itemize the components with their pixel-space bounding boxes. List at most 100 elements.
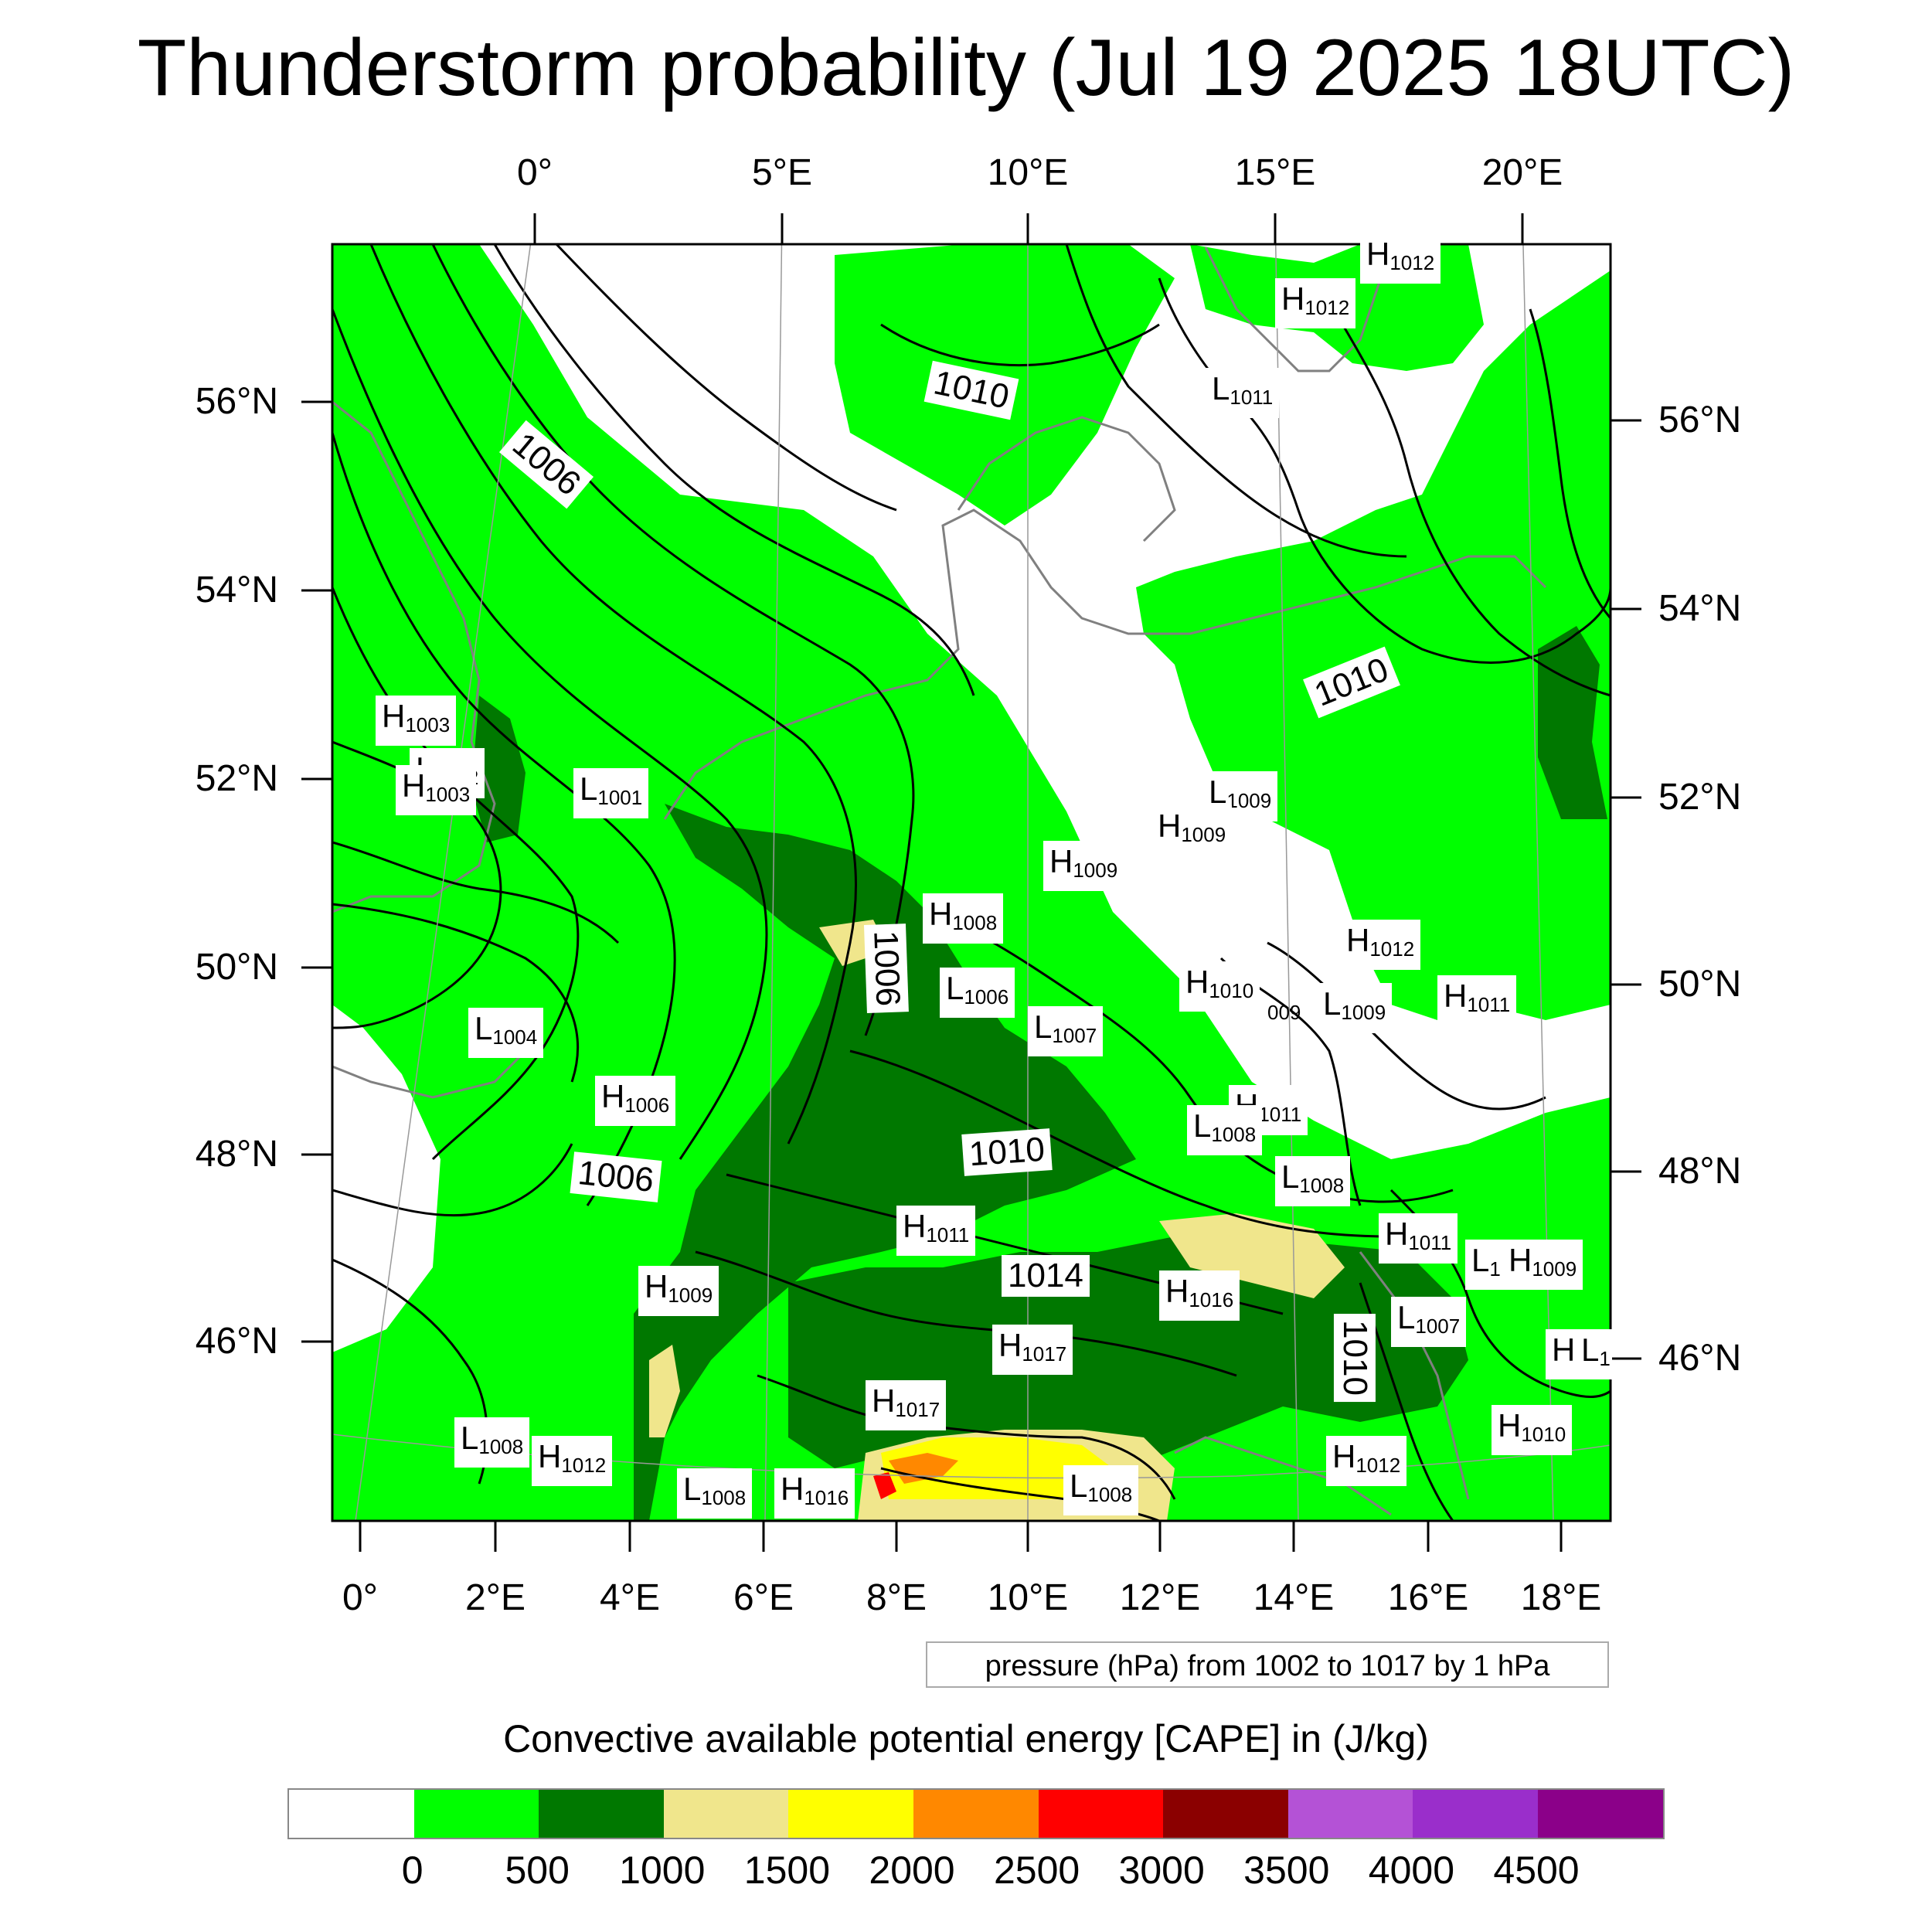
colorbar-tick-label: 2500 <box>993 1849 1080 1892</box>
pressure-center-label: L1011 <box>1206 368 1280 418</box>
pressure-center-label: L1009 <box>1202 771 1278 821</box>
pressure-center-label: H1009 <box>1151 805 1233 855</box>
pressure-center-label: H1017 <box>992 1325 1073 1375</box>
top-lon-label: 5°E <box>752 152 812 193</box>
bottom-lon-label: 18°E <box>1520 1577 1602 1618</box>
cape-khaki-area-alps-east <box>1159 1213 1345 1298</box>
pressure-center-label: H1016 <box>1159 1270 1240 1321</box>
pressure-center-label: L1008 <box>1275 1156 1351 1206</box>
right-lat-label: 46°N <box>1658 1338 1742 1379</box>
cape-green-area-northwest <box>332 244 564 572</box>
pressure-center-label: 009 <box>1267 1001 1301 1024</box>
left-lat-label: 52°N <box>195 758 278 799</box>
right-lat-label: 48°N <box>1658 1151 1742 1192</box>
left-lat-label: 48°N <box>195 1134 278 1175</box>
top-lon-label: 20°E <box>1481 152 1563 193</box>
left-ticks <box>301 400 332 1343</box>
isobar-label: 1006 <box>863 923 909 1013</box>
pressure-center-label: H1008 <box>923 893 1004 944</box>
pressure-center-label: L1 <box>1575 1329 1612 1379</box>
cape-dark-green-area-france-south <box>634 1252 726 1521</box>
colorbar-segment <box>1413 1790 1538 1838</box>
bottom-lon-label: 2°E <box>465 1577 526 1618</box>
cape-dark-green-area-poland <box>1538 626 1607 819</box>
pressure-center-label: L1008 <box>1187 1105 1263 1155</box>
colorbar-tick-label: 4000 <box>1368 1849 1455 1892</box>
bottom-lon-label: 12°E <box>1119 1577 1201 1618</box>
isobar-label: 1010 <box>1333 1314 1376 1402</box>
colorbar-segment <box>289 1790 414 1838</box>
pressure-center-label: H1012 <box>532 1436 613 1486</box>
colorbar-tick-label: 500 <box>505 1849 570 1892</box>
pressure-center-label: L1008 <box>454 1417 530 1468</box>
pressure-center-label: L1004 <box>468 1008 544 1058</box>
colorbar-tick-label: 3500 <box>1243 1849 1330 1892</box>
colorbar-segment <box>1287 1790 1413 1838</box>
bottom-ticks <box>359 1521 1563 1552</box>
pressure-center-label: H1009 <box>1043 841 1124 891</box>
cape-yellow-area <box>881 1437 1113 1499</box>
left-lat-label: 54°N <box>195 570 278 611</box>
top-ticks <box>533 213 1524 244</box>
colorbar-segment <box>663 1790 789 1838</box>
colorbar-tick-label: 1000 <box>619 1849 706 1892</box>
left-lat-label: 56°N <box>195 381 278 422</box>
pressure-center-label: L1001 <box>573 768 649 818</box>
colorbar-segment <box>788 1790 913 1838</box>
pressure-center-label: L1 <box>1465 1240 1507 1290</box>
pressure-center-label: H1003 <box>376 696 457 746</box>
pressure-center-label: H1006 <box>595 1076 676 1126</box>
right-lat-label: 54°N <box>1658 588 1742 629</box>
pressure-center-label: H1009 <box>1502 1240 1583 1290</box>
pressure-center-label: H1011 <box>1379 1213 1458 1264</box>
right-lat-label: 50°N <box>1658 964 1742 1005</box>
bottom-lon-label: 0° <box>342 1577 378 1618</box>
left-lat-label: 46°N <box>195 1321 278 1362</box>
pressure-center-label: L1007 <box>1028 1006 1104 1056</box>
right-lat-label: 52°N <box>1658 777 1742 818</box>
pressure-center-label: L1009 <box>1317 983 1393 1033</box>
pressure-center-label: H1016 <box>774 1468 855 1519</box>
colorbar <box>287 1788 1665 1839</box>
colorbar-segment <box>539 1790 664 1838</box>
bottom-lon-label: 10°E <box>987 1577 1069 1618</box>
isobar-label: 1014 <box>1002 1255 1090 1297</box>
pressure-center-label: H1012 <box>1275 278 1356 328</box>
pressure-info-box: pressure (hPa) from 1002 to 1017 by 1 hP… <box>926 1641 1609 1688</box>
top-lon-label: 10°E <box>987 152 1069 193</box>
pressure-center-label: L1006 <box>940 968 1015 1018</box>
bottom-lon-label: 4°E <box>600 1577 660 1618</box>
cape-khaki-area-west <box>649 1345 680 1437</box>
cape-red-area <box>873 1472 896 1499</box>
colorbar-tick-label: 4500 <box>1493 1849 1580 1892</box>
pressure-center-label: H1011 <box>896 1206 976 1256</box>
colorbar-tick-label: 3000 <box>1118 1849 1205 1892</box>
right-lat-label: 56°N <box>1658 400 1742 440</box>
pressure-center-label: H1010 <box>1179 961 1260 1012</box>
bottom-lon-label: 14°E <box>1253 1577 1335 1618</box>
map-border <box>331 243 1612 1522</box>
pressure-center-label: H1011 <box>1437 975 1517 1026</box>
top-lon-label: 0° <box>517 152 553 193</box>
pressure-center-label: H1012 <box>1340 920 1421 970</box>
bottom-lon-label: 16°E <box>1387 1577 1469 1618</box>
colorbar-segment <box>913 1790 1039 1838</box>
pressure-center-label: H1010 <box>1492 1405 1573 1455</box>
left-lat-label: 50°N <box>195 947 278 988</box>
top-lon-label: 15°E <box>1234 152 1316 193</box>
bottom-lon-label: 6°E <box>733 1577 794 1618</box>
pressure-center-label: H1017 <box>866 1380 947 1430</box>
colorbar-segment <box>1163 1790 1288 1838</box>
pressure-center-label: L1008 <box>677 1468 753 1519</box>
right-ticks <box>1611 419 1641 1360</box>
colorbar-segment <box>1038 1790 1164 1838</box>
chart-title: Thunderstorm probability (Jul 19 2025 18… <box>137 23 1795 113</box>
colorbar-title: Convective available potential energy [C… <box>503 1717 1429 1760</box>
pressure-center-label: H1012 <box>1326 1436 1407 1486</box>
colorbar-tick-label: 1500 <box>743 1849 831 1892</box>
colorbar-tick-label: 0 <box>401 1849 423 1892</box>
colorbar-segment <box>413 1790 539 1838</box>
cape-green-area-east <box>1136 270 1611 1020</box>
coastlines <box>332 247 1547 1516</box>
